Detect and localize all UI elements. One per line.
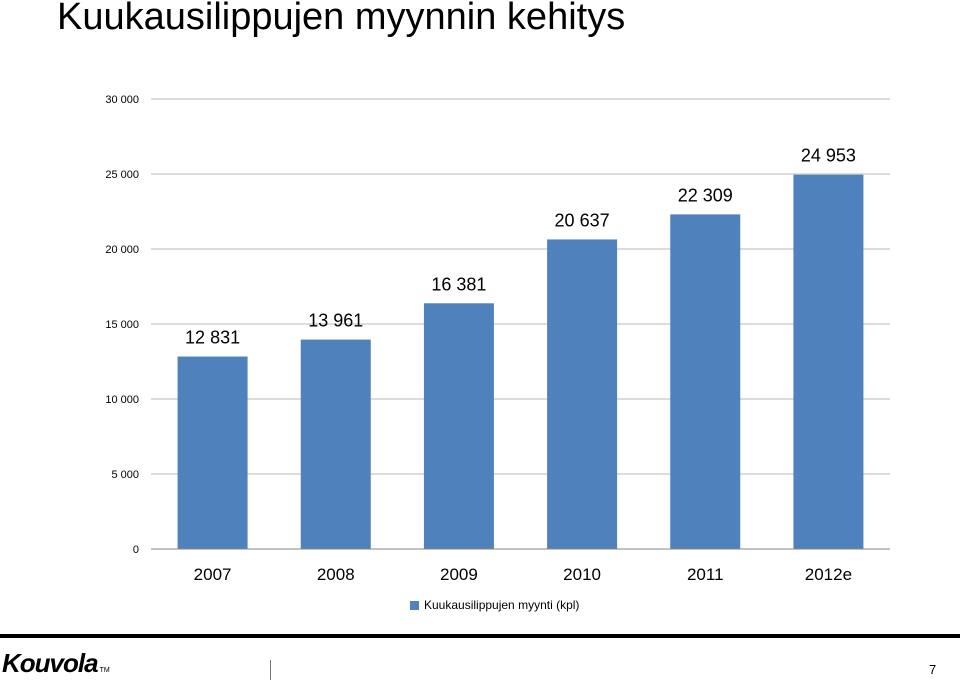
bar-chart: 0 5 000 10 000 15 000 20 000 25 000 30 000 12 … <box>105 94 890 584</box>
legend-label: Kuukausilippujen myynti (kpl) <box>424 598 580 612</box>
data-label-2008: 13 961 <box>308 311 363 331</box>
data-label-2007: 12 831 <box>185 328 240 348</box>
data-label-2010: 20 637 <box>555 210 610 230</box>
bar-2008 <box>300 339 371 549</box>
y-tick-label: 5 000 <box>111 469 139 481</box>
logo-tm: TM <box>99 667 110 674</box>
y-axis-ticks: 0 5 000 10 000 15 000 20 000 25 000 30 000 <box>105 94 139 556</box>
x-tick-label-2012e: 2012e <box>805 565 852 584</box>
page-number: 7 <box>929 662 937 677</box>
bar-2010 <box>547 239 618 549</box>
bar-2007 <box>177 356 248 549</box>
logo-text: Kouvola <box>2 648 99 678</box>
data-labels: 12 831 13 961 16 381 20 637 22 309 24 953 <box>185 146 856 348</box>
bar-2011 <box>670 214 741 550</box>
y-tick-label: 30 000 <box>105 94 139 106</box>
x-tick-label-2011: 2011 <box>687 565 724 584</box>
data-label-2009: 16 381 <box>431 274 486 294</box>
y-tick-label: 10 000 <box>105 394 139 406</box>
y-tick-label: 15 000 <box>105 319 139 331</box>
bars <box>177 174 864 550</box>
x-axis-ticks: 2007 2008 2009 2010 2011 2012e <box>194 565 852 584</box>
x-tick-label-2008: 2008 <box>317 565 355 584</box>
slide-title: Kuukausilippujen myynnin kehitys <box>57 0 626 38</box>
x-tick-label-2009: 2009 <box>440 565 478 584</box>
x-tick-label-2010: 2010 <box>563 565 601 584</box>
legend: Kuukausilippujen myynti (kpl) <box>410 598 579 612</box>
data-label-2011: 22 309 <box>678 185 733 205</box>
footer-separator <box>270 660 271 680</box>
grid-lines <box>151 98 890 475</box>
kouvola-logo: Kouvola TM <box>2 650 110 676</box>
x-tick-label-2007: 2007 <box>194 565 232 584</box>
y-tick-label: 0 <box>133 544 139 556</box>
footer-rule <box>0 634 960 638</box>
y-tick-label: 25 000 <box>105 169 139 181</box>
bar-2009 <box>423 303 494 549</box>
y-tick-label: 20 000 <box>105 244 139 256</box>
data-label-2012e: 24 953 <box>801 146 856 166</box>
legend-swatch <box>410 600 419 610</box>
bar-2012e <box>793 174 864 549</box>
